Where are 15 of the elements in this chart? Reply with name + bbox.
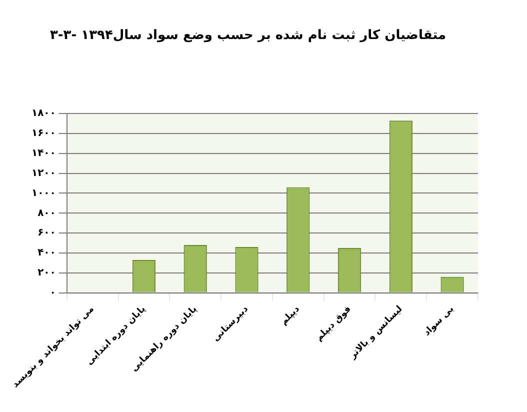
y-tick-label: ۱۲۰۰ bbox=[31, 168, 56, 179]
y-tick-label: ۴۰۰ bbox=[38, 248, 56, 259]
chart-title: ۳-۳- متقاضیان کار ثبت نام شده بر حسب وضع سواد سال۱۳۹۴ bbox=[50, 28, 446, 44]
y-tick-label: ۲۰۰ bbox=[38, 267, 56, 278]
x-tick-label: فوق دیپلم bbox=[314, 304, 354, 344]
y-tick-label: ۱۴۰۰ bbox=[31, 148, 56, 160]
x-tick-label: دبیرستانی bbox=[211, 304, 251, 344]
x-tick-label: بی سواد bbox=[422, 304, 456, 338]
y-tick-label: ۱۶۰۰ bbox=[31, 128, 56, 140]
y-tick-label: ۱۸۰۰ bbox=[31, 108, 56, 120]
y-tick-label: ۰ bbox=[50, 287, 56, 298]
y-tick-label: ۶۰۰ bbox=[38, 228, 56, 239]
y-tick-label: ۱۰۰۰ bbox=[31, 188, 56, 199]
x-tick-label: دیپلم bbox=[279, 304, 302, 328]
y-tick-label: ۸۰۰ bbox=[38, 208, 56, 219]
